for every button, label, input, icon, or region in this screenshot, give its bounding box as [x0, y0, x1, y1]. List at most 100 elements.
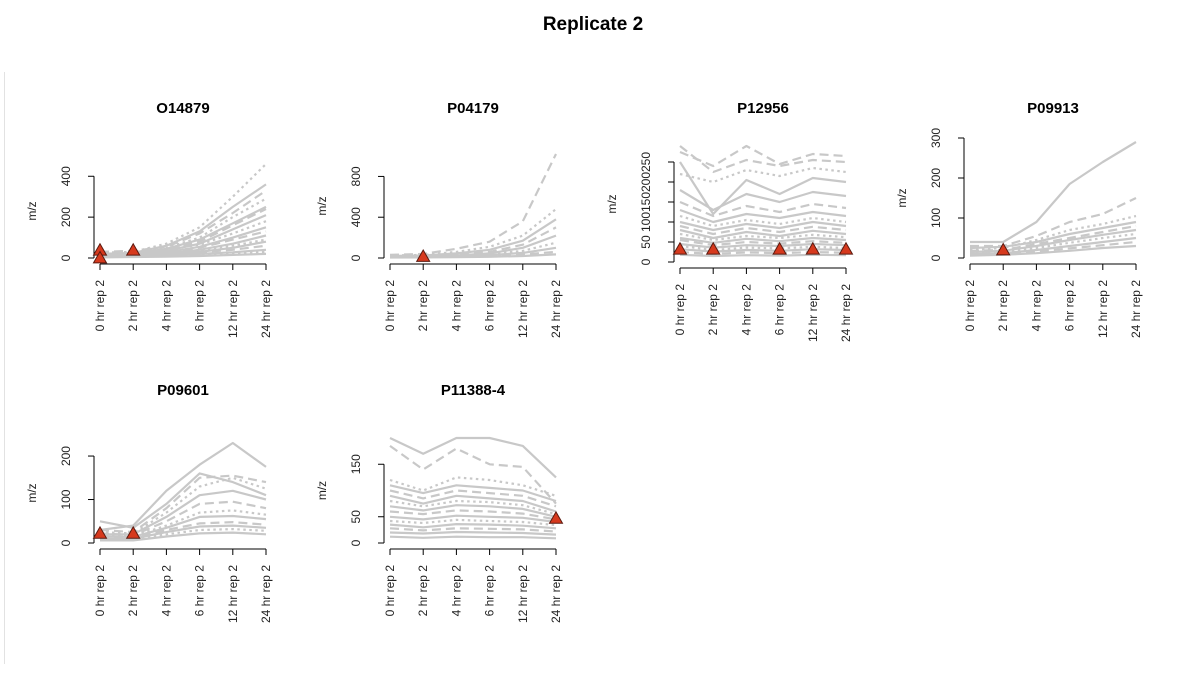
- y-tick-label: 100: [929, 208, 943, 228]
- x-tick-label: 0 hr rep 2: [383, 565, 397, 617]
- series-line: [679, 161, 847, 216]
- series-line: [679, 189, 847, 212]
- series-line: [99, 474, 267, 534]
- x-tick-label: 12 hr rep 2: [226, 280, 240, 338]
- data-point-marker: [838, 241, 854, 255]
- y-axis-label: m/z: [315, 481, 329, 500]
- x-tick-label: 4 hr rep 2: [449, 280, 463, 332]
- x-tick-label: 12 hr rep 2: [516, 280, 530, 338]
- y-tick-label: 150: [639, 192, 653, 212]
- series-line: [99, 238, 267, 255]
- series-line: [100, 531, 267, 542]
- data-point-marker: [548, 510, 564, 524]
- series-line: [679, 166, 847, 184]
- x-tick-label: 24 hr rep 2: [839, 284, 853, 342]
- chart-panel: P09913 0 100 200 300 m/z 0 hr rep 2 2 hr rep 2 4…: [895, 100, 1143, 338]
- data-point-marker: [125, 525, 141, 539]
- chart-panel: O14879 0 200 400 m/z 0 hr rep 2 2 hr rep 2 4 hr…: [25, 100, 273, 338]
- y-tick-label: 0: [59, 539, 73, 546]
- data-point-marker: [672, 241, 688, 255]
- y-tick-label: 50: [639, 235, 653, 249]
- series-line: [99, 197, 267, 256]
- y-tick-label: 200: [59, 446, 73, 466]
- y-tick-label: 0: [639, 258, 653, 265]
- x-tick-label: 4 hr rep 2: [449, 565, 463, 617]
- series-line: [679, 144, 847, 168]
- panel-title: P09601: [157, 382, 209, 399]
- series-line: [99, 472, 267, 529]
- x-tick-label: 24 hr rep 2: [1129, 280, 1143, 338]
- x-tick-label: 4 hr rep 2: [159, 565, 173, 617]
- y-axis-label: m/z: [315, 196, 329, 215]
- x-tick-label: 0 hr rep 2: [383, 280, 397, 332]
- data-point-marker: [415, 248, 431, 262]
- y-axis-label: m/z: [25, 201, 39, 220]
- series-line: [99, 252, 267, 259]
- x-tick-label: 12 hr rep 2: [516, 565, 530, 623]
- panel-title: P04179: [447, 100, 499, 117]
- x-tick-label: 24 hr rep 2: [549, 280, 563, 338]
- y-tick-label: 200: [59, 207, 73, 227]
- y-tick-label: 0: [349, 254, 363, 261]
- series-line: [99, 250, 267, 258]
- data-point-marker: [92, 250, 108, 264]
- series-line: [99, 189, 267, 253]
- x-tick-label: 6 hr rep 2: [1063, 280, 1077, 332]
- series-line: [969, 228, 1137, 254]
- series-line: [970, 197, 1137, 248]
- y-tick-label: 0: [59, 254, 73, 261]
- series-line: [679, 253, 847, 258]
- panel-title: P11388-4: [441, 382, 506, 399]
- series-line: [679, 228, 847, 240]
- series-line: [99, 163, 267, 254]
- left-divider: [4, 72, 5, 664]
- series-line: [389, 514, 557, 524]
- series-line: [679, 248, 847, 253]
- x-tick-label: 6 hr rep 2: [193, 280, 207, 332]
- series-line: [389, 530, 557, 536]
- series-line: [389, 445, 557, 505]
- y-tick-label: 100: [59, 489, 73, 509]
- x-tick-label: 6 hr rep 2: [773, 284, 787, 336]
- series-line: [679, 238, 847, 247]
- series-line: [389, 535, 557, 540]
- series-line: [389, 518, 557, 527]
- x-tick-label: 2 hr rep 2: [416, 565, 430, 617]
- y-tick-label: 200: [639, 172, 653, 192]
- series-line: [969, 220, 1137, 250]
- series-line: [389, 218, 557, 258]
- series-line: [970, 141, 1137, 244]
- y-tick-label: 0: [929, 254, 943, 261]
- series-line: [679, 224, 847, 236]
- panel-title: O14879: [156, 100, 209, 117]
- data-point-marker: [772, 241, 787, 255]
- x-tick-label: 12 hr rep 2: [1096, 280, 1110, 338]
- data-point-marker: [995, 242, 1011, 256]
- page-title: Replicate 2: [542, 14, 644, 35]
- x-tick-label: 6 hr rep 2: [483, 565, 497, 617]
- series-line: [389, 504, 557, 518]
- series-line: [389, 253, 557, 259]
- series-line: [969, 224, 1137, 252]
- x-tick-label: 2 hr rep 2: [996, 280, 1010, 332]
- series-line: [389, 522, 557, 530]
- y-tick-label: 300: [929, 128, 943, 148]
- x-tick-label: 24 hr rep 2: [259, 565, 273, 623]
- series-line: [389, 489, 557, 508]
- series-line: [389, 484, 557, 503]
- data-point-marker: [805, 241, 821, 255]
- x-tick-label: 4 hr rep 2: [739, 284, 753, 336]
- data-point-marker: [92, 525, 108, 539]
- y-tick-label: 250: [639, 152, 653, 172]
- y-tick-label: 400: [59, 166, 73, 186]
- y-tick-label: 50: [349, 510, 363, 524]
- y-axis-label: m/z: [895, 188, 909, 207]
- series-line: [389, 241, 557, 258]
- series-line: [389, 436, 557, 479]
- panel-title: P09913: [1027, 100, 1079, 117]
- x-tick-label: 6 hr rep 2: [193, 565, 207, 617]
- panel-title: P12956: [737, 100, 789, 117]
- series-line: [679, 232, 847, 242]
